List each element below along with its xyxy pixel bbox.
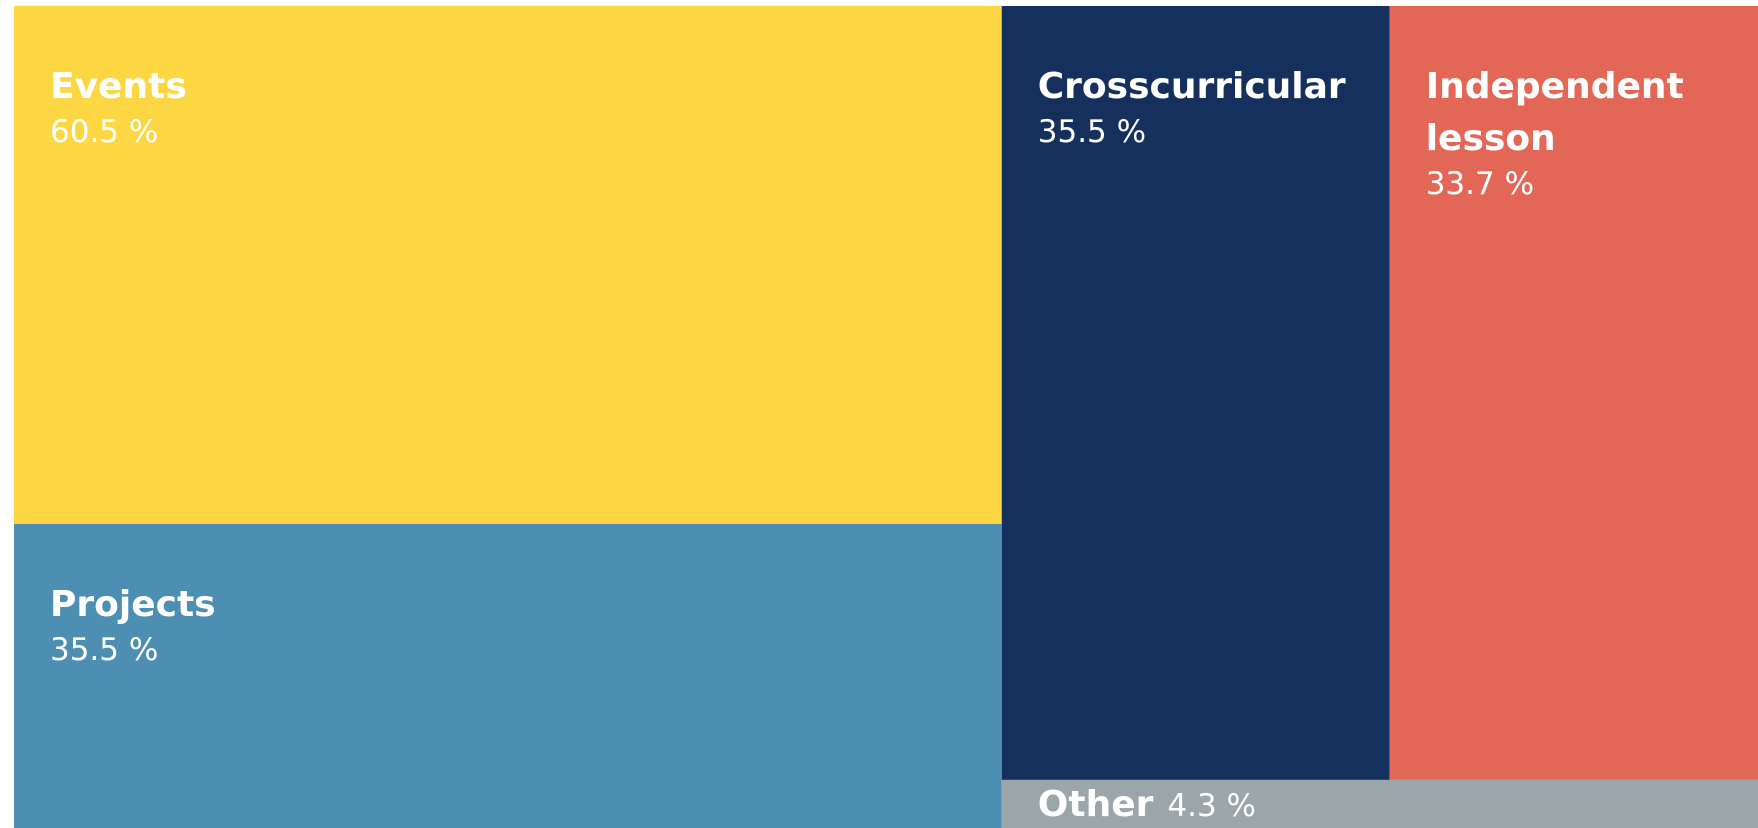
tile-label: Crosscurricular: [1038, 66, 1346, 107]
tile-label: Projects: [50, 584, 216, 625]
tile: [14, 6, 1002, 525]
tile-value: 4.3 %: [1167, 788, 1256, 824]
tile: [14, 524, 1002, 828]
tile-label: Other: [1038, 784, 1154, 825]
tile-value: 35.5 %: [50, 632, 158, 668]
tile-value: 35.5 %: [1038, 114, 1146, 150]
tile-label: Independent lesson: [1426, 66, 1684, 159]
tile-value: 33.7 %: [1426, 166, 1534, 202]
tile: [1389, 6, 1758, 780]
tile-label: Events: [50, 66, 187, 107]
tile: [1001, 779, 1758, 828]
tile-value: 60.5 %: [50, 114, 158, 150]
tile: [1001, 6, 1390, 780]
